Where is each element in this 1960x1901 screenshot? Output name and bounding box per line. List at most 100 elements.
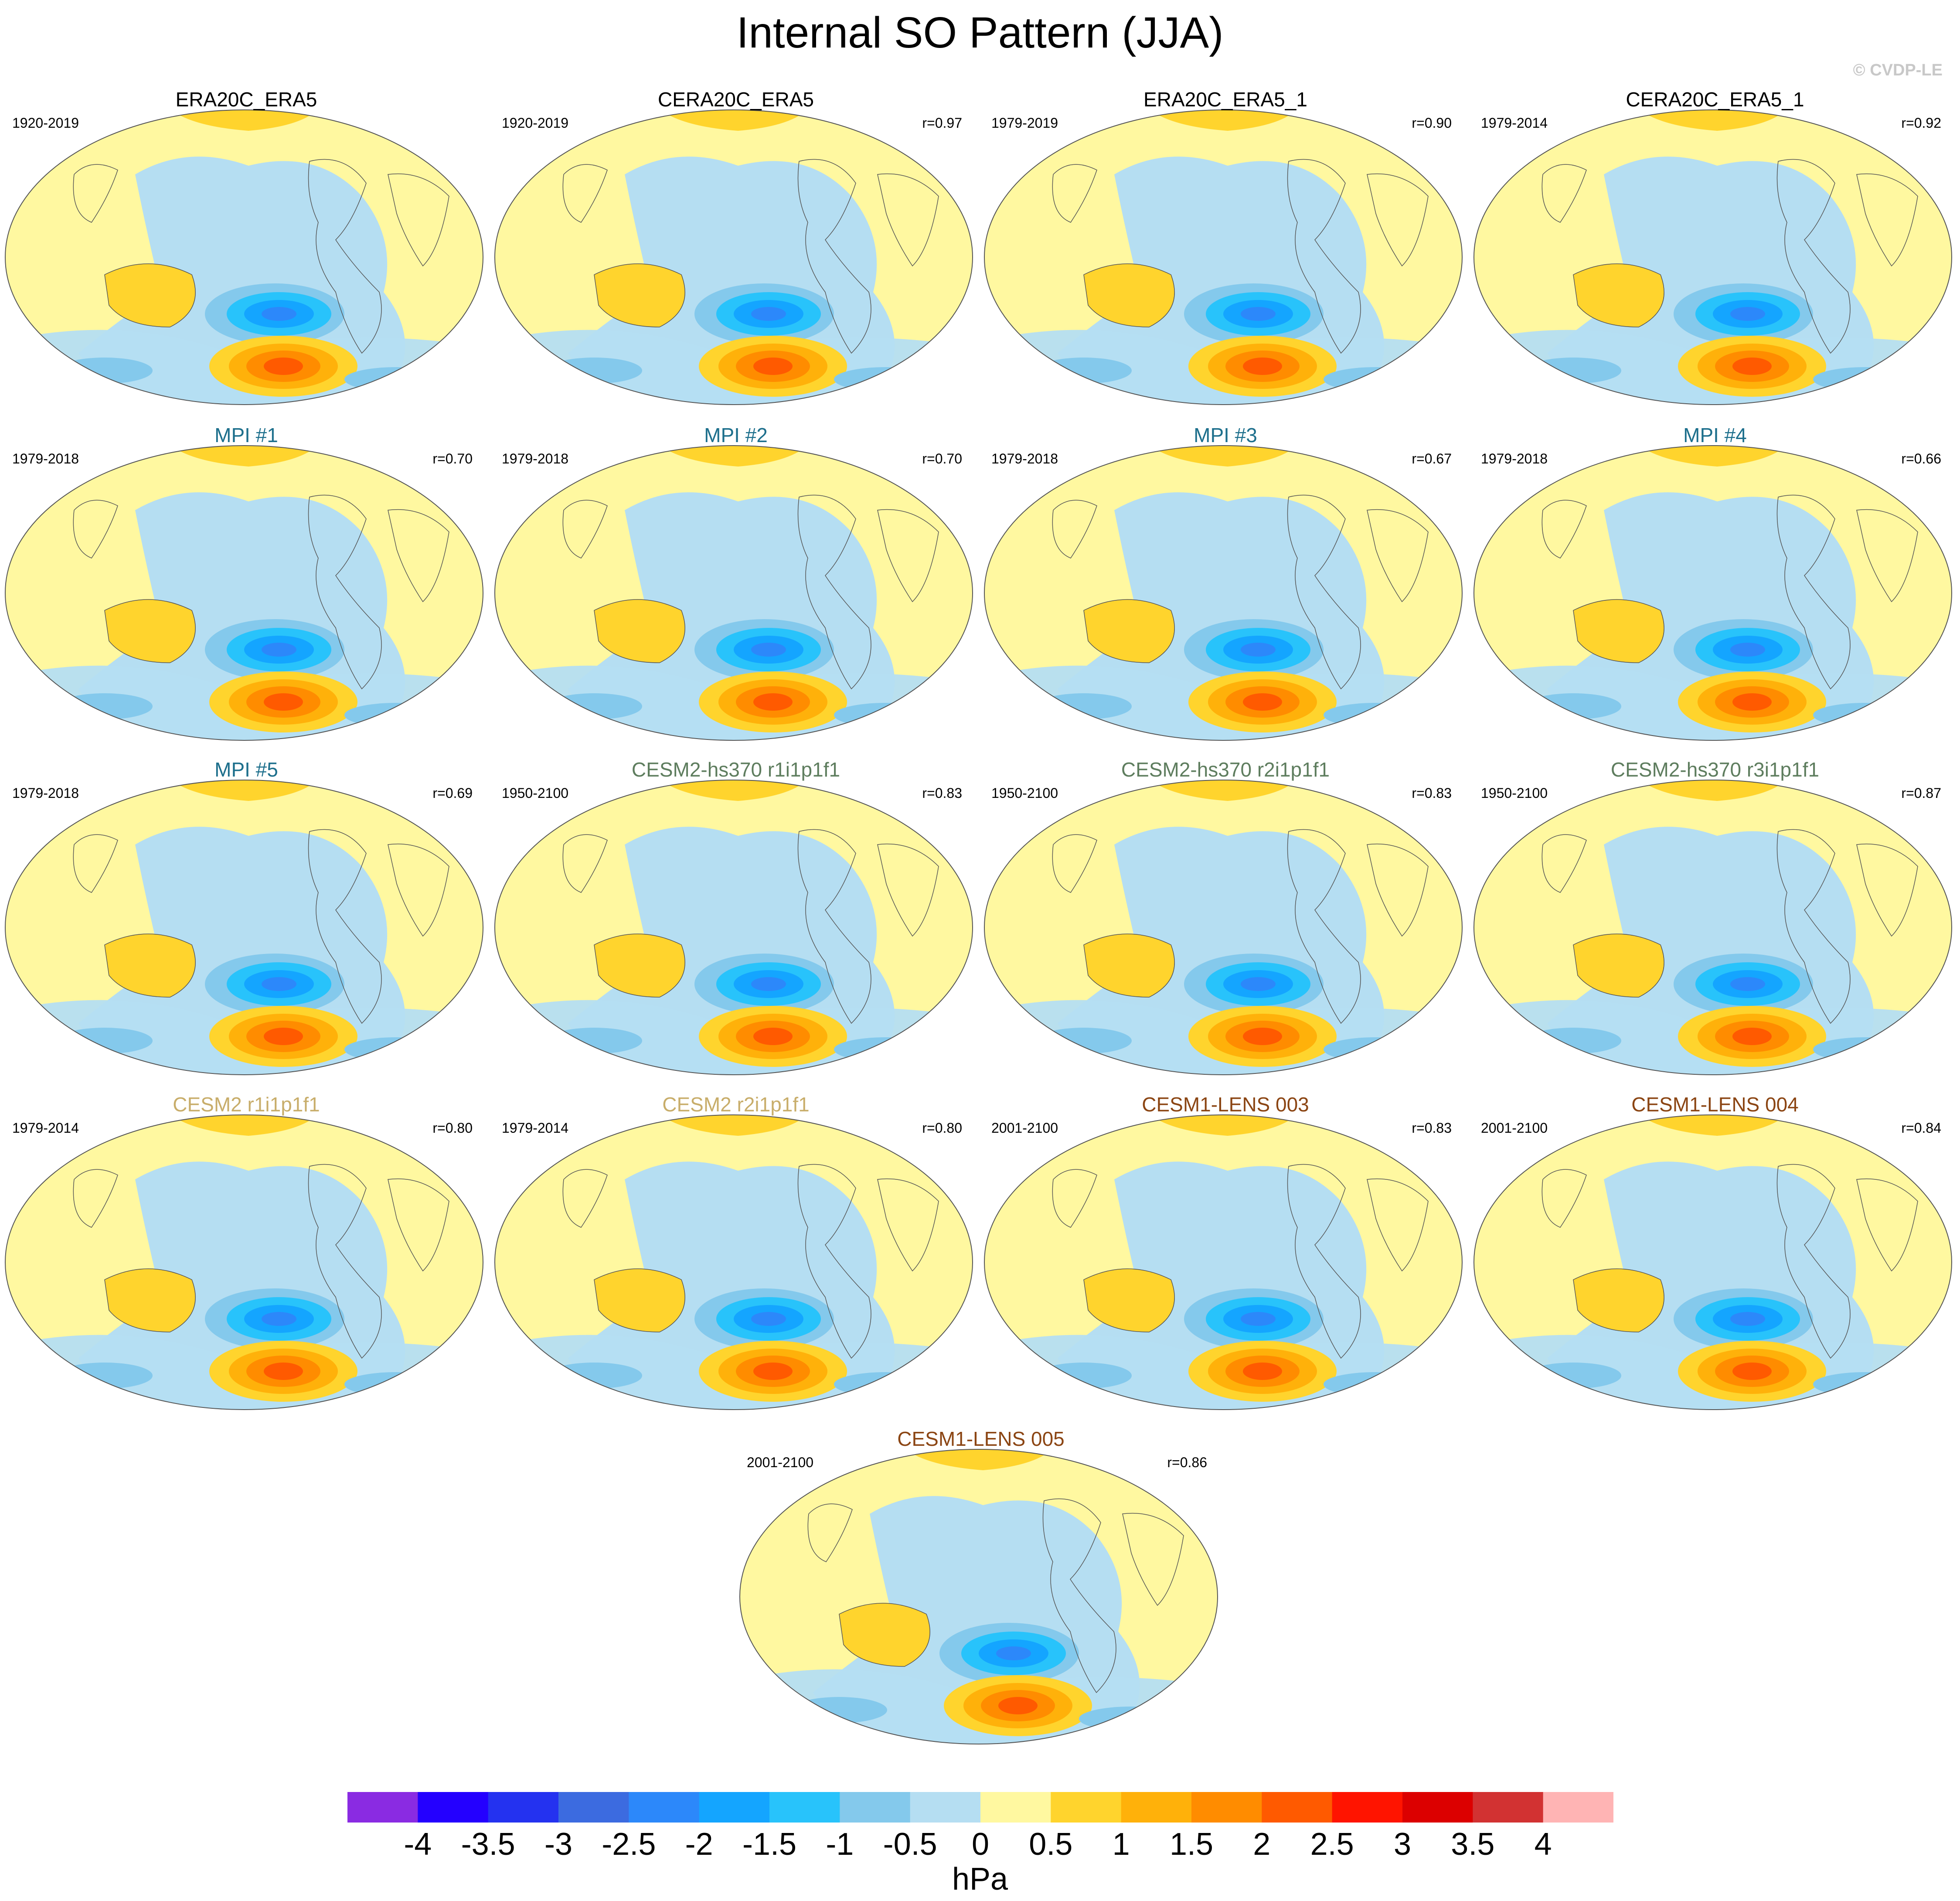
colorbar-swatch [418,1792,489,1823]
colorbar-swatch [1191,1792,1262,1823]
panel-title: MPI #4 [1683,424,1747,446]
map [984,1114,1463,1410]
colorbar-units: hPa [952,1862,1008,1897]
map [1473,1114,1952,1410]
map-panel: MPI #5 1979-2018 r=0.69 [4,757,488,1093]
map-panel: CESM1-LENS 005 2001-2100 r=0.86 [739,1427,1223,1762]
panel-correlation: r=0.87 [1901,785,1941,801]
panel-title: CESM1-LENS 005 [897,1427,1065,1450]
colorbar-swatch [558,1792,629,1823]
map-panel: MPI #4 1979-2018 r=0.66 [1473,423,1957,759]
colorbar-tick-label: -0.5 [883,1827,937,1862]
map [494,109,973,405]
panel-correlation: r=0.83 [922,785,962,801]
colorbar-tick-label: -1.5 [742,1827,797,1862]
colorbar-swatch [1051,1792,1122,1823]
colorbar-swatch [347,1792,418,1823]
panel-period: 1950-2100 [991,785,1058,801]
colorbar-swatch [1121,1792,1192,1823]
panel-title: MPI #1 [214,424,278,446]
panel-title: ERA20C_ERA5 [175,88,317,111]
panel-correlation: r=0.80 [922,1120,962,1136]
map-panel: CESM2 r2i1p1f1 1979-2014 r=0.80 [494,1092,978,1428]
panel-period: 1979-2018 [991,451,1058,467]
map [1473,445,1952,741]
map-panel: MPI #3 1979-2018 r=0.67 [983,423,1467,759]
panel-period: 1950-2100 [502,785,569,801]
panel-title: CESM1-LENS 003 [1142,1093,1309,1116]
panel-correlation: r=0.69 [432,785,473,801]
colorbar-tick-label: 0 [971,1827,990,1862]
map [5,1114,483,1410]
colorbar-tick-label: -3 [544,1827,573,1862]
colorbar-tick-label: -2 [685,1827,713,1862]
colorbar-tick-label: -4 [404,1827,432,1862]
colorbar-tick-label: 3.5 [1451,1827,1495,1862]
panel-period: 1920-2019 [12,115,79,131]
colorbar-swatch [1262,1792,1333,1823]
map [5,780,483,1075]
map-panel: CESM1-LENS 004 2001-2100 r=0.84 [1473,1092,1957,1428]
panel-period: 1979-2014 [1481,115,1548,131]
map [494,780,973,1075]
colorbar-swatch [488,1792,559,1823]
colorbar-swatch [910,1792,981,1823]
colorbar-swatch [1473,1792,1544,1823]
panel-title: MPI #5 [214,758,278,781]
map [494,445,973,741]
map-panel: CESM2-hs370 r1i1p1f1 1950-2100 r=0.83 [494,757,978,1093]
map-panel: CESM2-hs370 r3i1p1f1 1950-2100 r=0.87 [1473,757,1957,1093]
panel-correlation: r=0.83 [1412,1120,1452,1136]
map [984,445,1463,741]
panel-period: 1979-2018 [502,451,569,467]
panel-period: 1979-2018 [12,785,79,801]
panel-period: 2001-2100 [991,1120,1058,1136]
panel-title: CERA20C_ERA5 [658,88,814,111]
map [984,109,1463,405]
panel-period: 1950-2100 [1481,785,1548,801]
panel-period: 2001-2100 [747,1455,814,1470]
map [1473,109,1952,405]
map-panel: CERA20C_ERA5_1 1979-2014 r=0.92 [1473,87,1957,423]
colorbar-swatch [1543,1792,1613,1823]
panel-correlation: r=0.84 [1901,1120,1941,1136]
panel-correlation: r=0.80 [432,1120,473,1136]
colorbar-swatch [840,1792,911,1823]
map-panel: MPI #2 1979-2018 r=0.70 [494,423,978,759]
panel-correlation: r=0.97 [922,115,962,131]
map-panel: ERA20C_ERA5 1920-2019 [4,87,488,423]
panel-title: CESM2-hs370 r1i1p1f1 [631,758,840,781]
map [739,1449,1218,1744]
panel-period: 1979-2014 [12,1120,79,1136]
map-panel: CESM1-LENS 003 2001-2100 r=0.83 [983,1092,1467,1428]
panel-title: CESM1-LENS 004 [1631,1093,1799,1116]
map-panel: CERA20C_ERA5 1920-2019 r=0.97 [494,87,978,423]
panel-correlation: r=0.66 [1901,451,1941,467]
colorbar-swatch [1332,1792,1403,1823]
panel-period: 1979-2019 [991,115,1058,131]
colorbar-swatch [980,1792,1051,1823]
map-panel: ERA20C_ERA5_1 1979-2019 r=0.90 [983,87,1467,423]
colorbar-tick-label: 3 [1393,1827,1412,1862]
map [984,780,1463,1075]
map [5,109,483,405]
panel-title: CESM2-hs370 r3i1p1f1 [1610,758,1820,781]
panel-period: 1979-2018 [12,451,79,467]
panel-title: MPI #2 [704,424,768,446]
panel-correlation: r=0.67 [1412,451,1452,467]
panel-period: 2001-2100 [1481,1120,1548,1136]
map [494,1114,973,1410]
panel-title: CESM2-hs370 r2i1p1f1 [1121,758,1330,781]
colorbar-tick-label: -1 [826,1827,854,1862]
colorbar-tick-label: 1 [1112,1827,1130,1862]
panel-title: CESM2 r1i1p1f1 [173,1093,320,1116]
colorbar [347,1792,1613,1823]
panel-title: ERA20C_ERA5_1 [1143,88,1307,111]
panel-correlation: r=0.86 [1167,1455,1207,1470]
map-panel: CESM2 r1i1p1f1 1979-2014 r=0.80 [4,1092,488,1428]
map [5,445,483,741]
panel-correlation: r=0.90 [1412,115,1452,131]
colorbar-swatch [769,1792,840,1823]
panel-correlation: r=0.92 [1901,115,1941,131]
colorbar-tick-label: 0.5 [1029,1827,1073,1862]
